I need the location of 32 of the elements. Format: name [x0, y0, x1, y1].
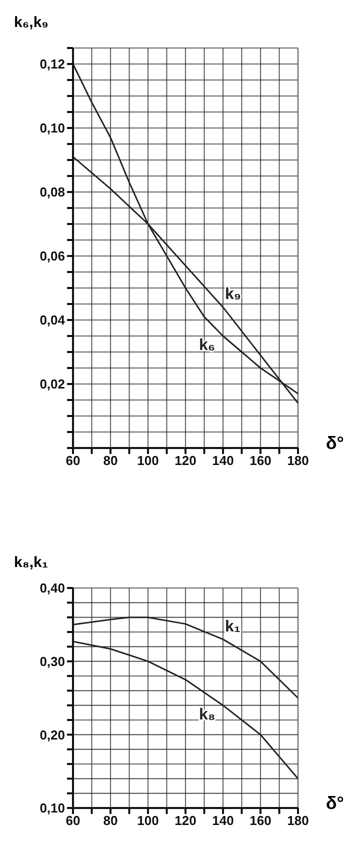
x-tick-label: 100 — [137, 453, 159, 468]
y-tick-label: 0,06 — [40, 248, 65, 264]
y-tick-label: 0,12 — [40, 56, 65, 72]
x-axis-title: δ° — [326, 793, 344, 814]
x-tick-label: 120 — [174, 453, 196, 468]
x-axis-title: δ° — [326, 433, 344, 454]
y-tick-label: 0,04 — [40, 312, 66, 328]
line-series — [73, 640, 298, 780]
y-axis-title: k₈,k₁ — [14, 554, 48, 571]
x-tick-label: 140 — [212, 453, 234, 468]
x-tick-label: 80 — [103, 813, 118, 828]
x-tick-label: 140 — [212, 813, 234, 828]
x-tick-label: 180 — [287, 453, 309, 468]
series-label: k₉ — [225, 286, 242, 304]
x-tick-label: 60 — [66, 813, 80, 828]
x-tick-label: 120 — [174, 813, 196, 828]
x-tick-label: 160 — [250, 813, 272, 828]
y-tick-label: 0,40 — [40, 580, 65, 596]
series-label: k₁ — [225, 618, 241, 636]
x-tick-label: 180 — [287, 813, 309, 828]
y-tick-label: 0,02 — [40, 376, 65, 392]
x-tick-label: 100 — [137, 813, 159, 828]
x-tick-label: 60 — [66, 453, 80, 468]
y-axis-title: k₆,k₉ — [14, 14, 48, 31]
x-tick-label: 160 — [250, 453, 272, 468]
y-tick-label: 0,08 — [40, 184, 65, 200]
line-series — [73, 616, 298, 699]
y-tick-label: 0,10 — [40, 120, 65, 136]
x-tick-label: 80 — [103, 453, 118, 468]
y-tick-label: 0,10 — [40, 800, 65, 816]
y-tick-label: 0,20 — [40, 727, 65, 742]
y-tick-label: 0,30 — [40, 654, 65, 669]
